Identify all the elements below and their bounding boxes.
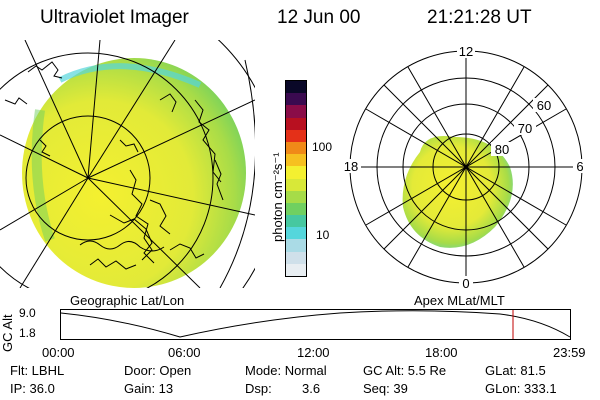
filter-info: Flt: LBHL <box>10 363 65 378</box>
time-tick-1: 06:00 <box>168 345 201 360</box>
geographic-image <box>0 40 255 288</box>
mode-info: Mode: Normal <box>245 363 327 378</box>
right-panel-label: Apex MLat/MLT <box>414 293 505 308</box>
door-info: Door: Open <box>124 363 192 378</box>
dsp-label: Dsp: <box>245 381 272 396</box>
mlt-label-12: 12 <box>459 44 473 59</box>
colorbar-segment <box>286 239 306 252</box>
colorbar-segment <box>286 263 306 276</box>
colorbar-segment <box>286 117 306 130</box>
latitude-circle <box>25 115 151 241</box>
colorbar-segment <box>286 154 306 167</box>
colorbar-segment <box>286 129 306 142</box>
time-tick-2: 12:00 <box>297 345 330 360</box>
lat-label-70: 70 <box>518 121 532 136</box>
coastline-outlines <box>4 61 224 270</box>
mlt-spokes <box>350 51 582 283</box>
colorbar-segment <box>286 141 306 155</box>
mlt-label-18: 18 <box>344 159 358 174</box>
glat-info: GLat: 81.5 <box>485 363 546 378</box>
colorbar-segment <box>286 190 306 203</box>
altitude-plot-frame <box>60 309 571 340</box>
gain-info: Gain: 13 <box>124 381 174 396</box>
colorbar-segment <box>286 251 306 264</box>
colorbar-tick-100: 100 <box>312 140 333 154</box>
colorbar-segment <box>286 215 306 228</box>
color-scale-bar <box>285 80 307 277</box>
altitude-strip-plot <box>60 309 571 340</box>
colorbar-segment <box>286 202 306 216</box>
ip-info: IP: 36.0 <box>10 381 55 396</box>
glon-info: GLon: 333.1 <box>485 381 557 396</box>
date-label: 12 Jun 00 <box>277 7 361 28</box>
colorbar-tick-10: 10 <box>316 228 330 242</box>
altitude-max-label: 9.0 <box>19 306 36 320</box>
altitude-axis-label: GC Alt <box>0 314 15 352</box>
time-tick-3: 18:00 <box>425 345 458 360</box>
time-label: 21:21:28 UT <box>427 7 532 28</box>
colorbar-segment <box>286 227 306 240</box>
altitude-curve <box>60 310 571 338</box>
colorbar-segment <box>286 105 306 118</box>
meridian-lines <box>0 40 255 288</box>
colorbar-unit-label: photon cm⁻²s⁻¹ <box>270 152 285 242</box>
lat-label-80: 80 <box>495 142 509 157</box>
colorbar-segment <box>286 178 306 191</box>
colorbar-segment <box>286 93 306 106</box>
geo-aurora-disc <box>22 58 246 288</box>
mlt-label-0: 0 <box>462 276 469 291</box>
altitude-min-label: 1.8 <box>19 326 36 340</box>
instrument-title: Ultraviolet Imager <box>40 7 189 28</box>
colorbar-segment <box>286 166 306 179</box>
dsp-value: 3.6 <box>302 381 321 396</box>
time-tick-4: 23:59 <box>553 345 586 360</box>
latitude-circle <box>0 52 214 288</box>
mlt-label-6: 6 <box>576 159 583 174</box>
left-panel-label: Geographic Lat/Lon <box>70 293 185 308</box>
gc-alt-info: GC Alt: 5.5 Re <box>363 363 447 378</box>
magnetic-polar-plot: 12 18 6 0 60 70 80 <box>339 44 587 291</box>
auroral-oval <box>402 136 513 248</box>
colorbar-segment <box>286 81 306 94</box>
lat-label-60: 60 <box>537 98 551 113</box>
seq-info: Seq: 39 <box>363 381 408 396</box>
time-tick-0: 00:00 <box>42 345 75 360</box>
